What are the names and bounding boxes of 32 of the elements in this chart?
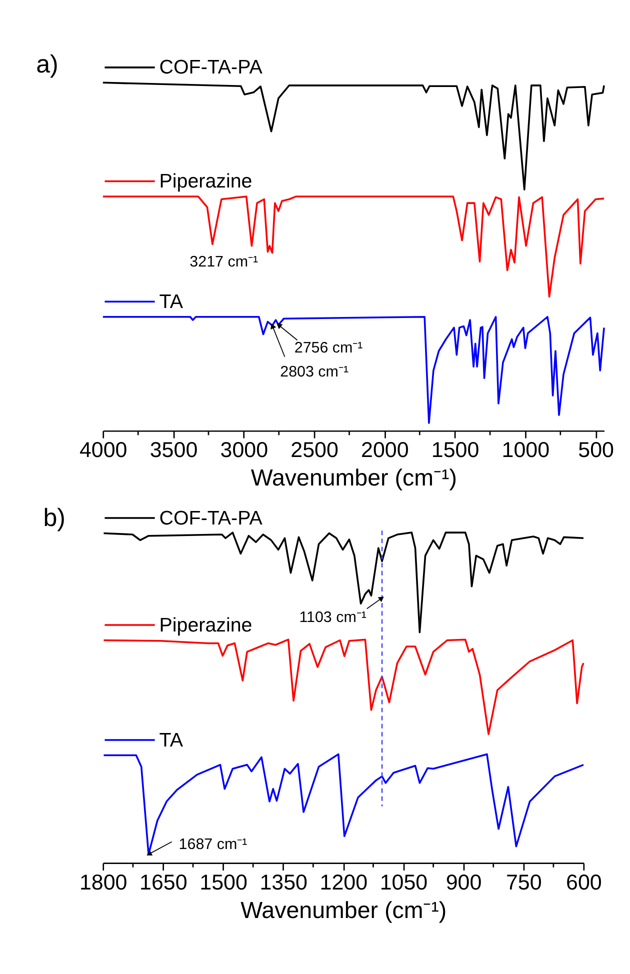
x-tick-label: 750 [506,870,542,894]
annotation: 2803 cm⁻¹ [280,364,349,381]
x-axis-title: Wavenumber (cm⁻¹) [240,896,447,923]
annotation: 3217 cm⁻¹ [190,254,258,271]
x-tick-label: 1200 [320,870,368,894]
x-tick-label: 1650 [140,870,188,894]
x-tick-label: 1350 [260,870,308,894]
annotation: 1687 cm⁻¹ [178,836,248,853]
x-tick-label: 500 [578,438,614,462]
x-tick-label: 1500 [431,438,480,462]
legend-label: Piperazine [159,170,252,193]
x-tick-label: 1800 [79,870,128,894]
x-tick-label: 2500 [290,438,338,462]
x-tick-label: 3500 [150,438,198,462]
legend-label: TA [159,729,184,752]
chart-title: a) [36,50,58,79]
x-tick-label: 4000 [79,438,128,462]
legend-label: COF-TA-PA [159,507,264,530]
x-tick-label: 900 [446,870,482,894]
chart-title: b) [43,504,66,532]
legend-label: TA [159,290,184,313]
x-tick-label: 2000 [361,438,409,462]
x-tick-label: 1500 [200,870,248,894]
x-tick-label: 1050 [380,870,428,894]
legend-label: Piperazine [159,614,252,636]
legend-label: COF-TA-PA [159,56,264,79]
x-tick-label: 1000 [502,438,550,462]
annotation: 1103 cm⁻¹ [299,609,366,626]
x-tick-label: 3000 [220,438,268,462]
annotation: 2756 cm⁻¹ [294,340,363,357]
x-axis-title: Wavenumber (cm⁻¹) [250,464,457,491]
x-tick-label: 600 [566,870,602,894]
